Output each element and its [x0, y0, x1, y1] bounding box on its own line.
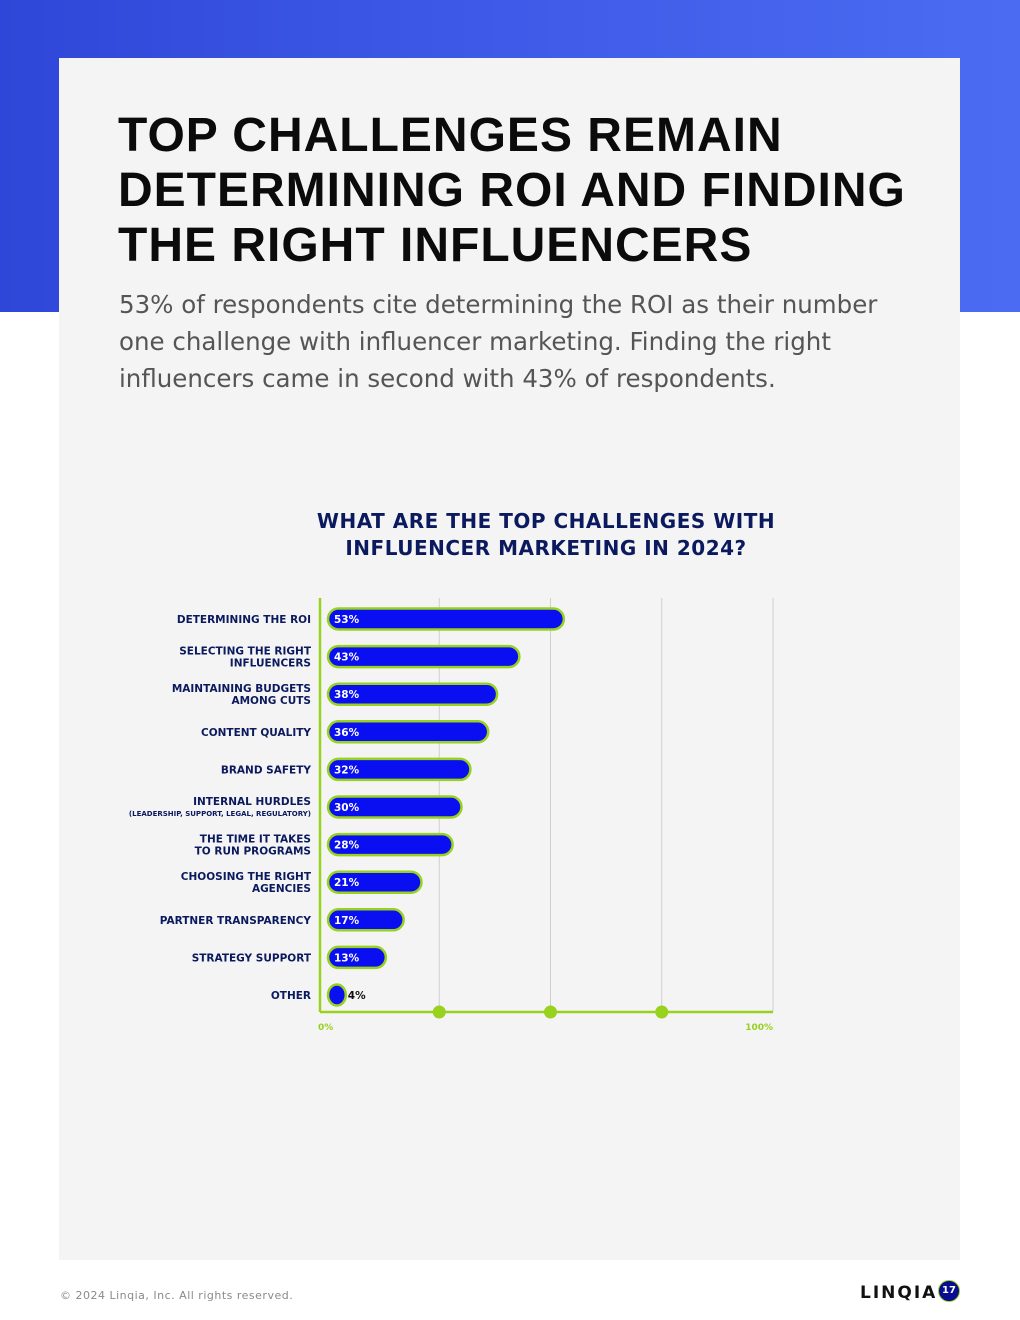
category-label-7-line-0: CHOOSING THE RIGHT: [181, 871, 312, 883]
bar-2: [326, 682, 499, 706]
bar-8: [326, 908, 405, 932]
category-label-3: CONTENT QUALITY: [201, 727, 311, 739]
category-label-0: DETERMINING THE ROI: [177, 614, 311, 626]
category-label-5: INTERNAL HURDLES: [193, 796, 311, 808]
page-headline: TOP CHALLENGES REMAIN DETERMINING ROI AN…: [118, 109, 906, 272]
x-tick-label-end: 100%: [745, 1023, 773, 1033]
chart-title: WHAT ARE THE TOP CHALLENGES WITH INFLUEN…: [316, 509, 776, 560]
value-label-4: 32%: [334, 764, 360, 776]
value-label-9: 13%: [334, 952, 360, 964]
category-label-1-line-1: INFLUENCERS: [230, 658, 311, 670]
value-label-5: 30%: [334, 802, 360, 814]
value-label-8: 17%: [334, 915, 360, 927]
bar-3: [326, 720, 490, 744]
category-label-2-line-1: AMONG CUTS: [231, 695, 311, 707]
bar-5: [326, 795, 463, 819]
category-label-4: BRAND SAFETY: [221, 764, 312, 776]
value-label-6: 28%: [334, 840, 360, 852]
bar-4: [326, 757, 472, 782]
axis-marker-75: [655, 1005, 669, 1019]
footer-copyright: © 2024 Linqia, Inc. All rights reserved.: [60, 1289, 294, 1302]
category-label-7-line-1: AGENCIES: [252, 883, 311, 895]
category-label-8: PARTNER TRANSPARENCY: [160, 915, 312, 927]
category-label-9: STRATEGY SUPPORT: [192, 952, 312, 964]
bar-10: [326, 983, 348, 1007]
bar-1: [326, 644, 521, 669]
value-label-7: 21%: [334, 877, 360, 889]
bar-9: [326, 945, 388, 970]
category-label-6-line-0: THE TIME IT TAKES: [200, 834, 311, 846]
axis-marker-25: [432, 1005, 446, 1019]
category-label-1-line-0: SELECTING THE RIGHT: [179, 646, 312, 658]
page-number-badge: 17: [938, 1280, 960, 1302]
value-label-0: 53%: [334, 614, 360, 626]
bar-7: [326, 870, 423, 894]
x-tick-label-start: 0%: [318, 1023, 333, 1033]
value-label-1: 43%: [334, 652, 360, 664]
category-label-6-line-1: TO RUN PROGRAMS: [195, 846, 311, 858]
category-label-2-line-0: MAINTAINING BUDGETS: [172, 683, 311, 695]
value-label-10: 4%: [348, 990, 366, 1002]
axis-marker-50: [544, 1005, 557, 1019]
value-label-2: 38%: [334, 689, 360, 701]
bar-0: [326, 607, 566, 631]
bar-chart: 0% 100% 53% DETERMINING THE ROI 43% SELECTING…: [129, 598, 774, 1033]
category-label-10: OTHER: [271, 990, 311, 1002]
linqia-logo: LINQIA: [860, 1283, 938, 1303]
category-sublabel-5: (LEADERSHIP, SUPPORT, LEGAL, REGULATORY): [129, 810, 311, 818]
value-label-3: 36%: [334, 727, 360, 739]
intro-paragraph: 53% of respondents cite determining the …: [119, 290, 878, 393]
bar-6: [326, 832, 454, 857]
